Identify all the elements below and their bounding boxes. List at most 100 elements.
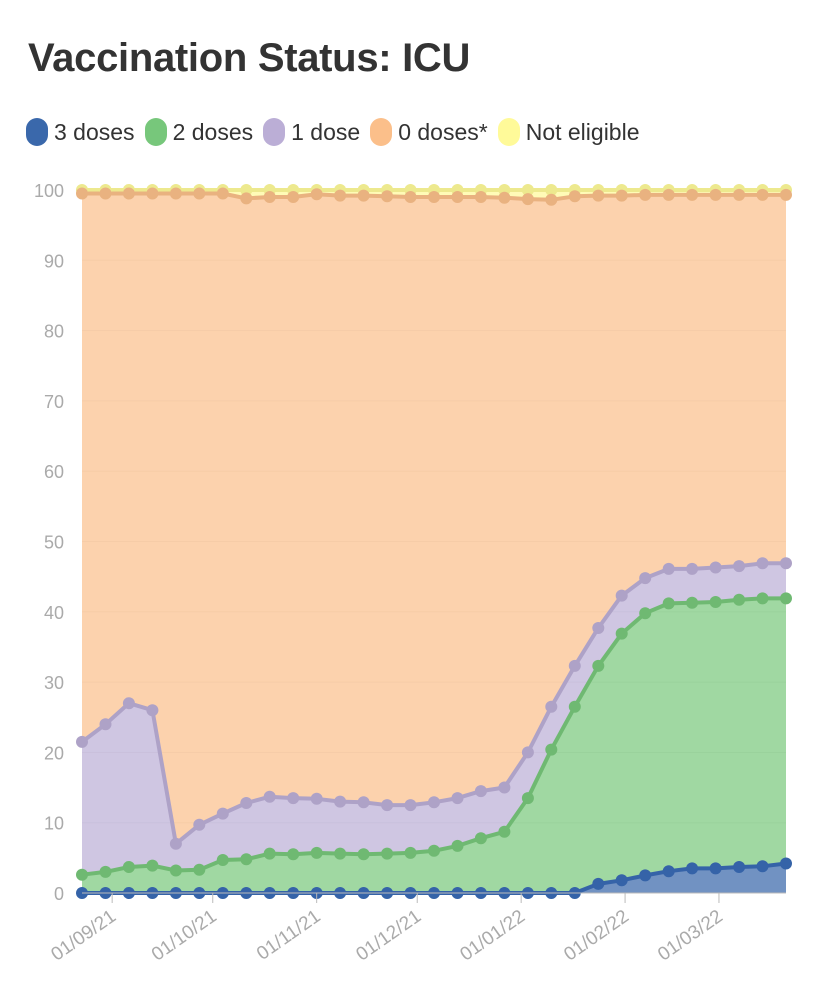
- x-tick-label: 01/12/21: [352, 906, 425, 966]
- chart-title: Vaccination Status: ICU: [28, 36, 471, 80]
- point-zero_doses: [451, 191, 464, 203]
- point-one_dose: [76, 735, 88, 748]
- legend-swatch-0-doses: [370, 118, 393, 146]
- point-one_dose: [428, 796, 440, 809]
- point-zero_doses: [498, 191, 511, 204]
- point-zero_doses: [76, 187, 88, 200]
- x-tick-label: 01/01/22: [456, 906, 529, 966]
- point-two_doses: [686, 596, 699, 609]
- legend-item-0-doses[interactable]: 0 doses*: [370, 118, 488, 146]
- point-two_doses: [146, 859, 159, 872]
- legend-item-2-doses[interactable]: 2 doses: [144, 118, 254, 146]
- point-zero_doses: [545, 193, 558, 206]
- point-zero_doses: [592, 189, 605, 202]
- area-fills: [82, 190, 786, 893]
- point-one_dose: [263, 790, 276, 803]
- point-two_doses: [639, 607, 652, 620]
- point-two_doses: [498, 825, 511, 838]
- x-tick-label: 01/02/22: [560, 906, 633, 966]
- point-two_doses: [474, 832, 487, 845]
- legend-label-2-doses: 2 doses: [172, 118, 254, 145]
- point-two_doses: [521, 792, 534, 805]
- area-three_doses: [82, 863, 786, 893]
- point-two_doses: [709, 596, 722, 608]
- point-two_doses: [545, 743, 558, 756]
- point-zero_doses: [240, 192, 253, 205]
- legend-item-not-eligible[interactable]: Not eligible: [497, 118, 640, 146]
- x-tick-label: 01/03/22: [654, 906, 727, 966]
- point-one_dose: [662, 562, 675, 575]
- point-zero_doses: [521, 193, 534, 206]
- y-tick-label: 10: [44, 814, 64, 834]
- point-three_doses: [592, 877, 605, 890]
- point-two_doses: [310, 846, 323, 859]
- area-zero_doses: [82, 193, 786, 844]
- point-zero_doses: [568, 190, 581, 203]
- x-tick-label: 01/11/21: [253, 906, 324, 965]
- point-one_dose: [756, 557, 769, 570]
- point-two_doses: [193, 863, 206, 876]
- legend-swatch-not-eligible: [497, 118, 520, 146]
- legend-label-1-dose: 1 dose: [291, 118, 361, 145]
- point-three_doses: [686, 862, 699, 875]
- point-one_dose: [169, 837, 182, 850]
- point-zero_doses: [357, 189, 370, 202]
- point-one_dose: [334, 795, 347, 808]
- point-one_dose: [474, 785, 487, 798]
- area-two_doses: [82, 598, 786, 893]
- legend-item-3-doses[interactable]: 3 doses: [26, 118, 135, 146]
- point-zero_doses: [709, 188, 722, 201]
- y-tick-label: 80: [44, 322, 64, 342]
- point-zero_doses: [428, 191, 440, 203]
- point-one_dose: [193, 818, 206, 831]
- point-two_doses: [76, 868, 88, 881]
- point-one_dose: [310, 792, 323, 805]
- point-one_dose: [592, 622, 605, 634]
- y-tick-label: 90: [44, 251, 64, 271]
- point-three_doses: [639, 869, 652, 882]
- point-zero_doses: [334, 189, 347, 202]
- point-two_doses: [334, 847, 347, 860]
- point-two_doses: [568, 700, 581, 713]
- point-one_dose: [545, 700, 558, 713]
- point-three_doses: [662, 865, 675, 878]
- y-tick-label: 0: [54, 884, 64, 904]
- point-one_dose: [733, 560, 746, 573]
- point-zero_doses: [404, 191, 417, 203]
- point-one_dose: [615, 589, 628, 602]
- point-one_dose: [122, 697, 135, 710]
- point-zero_doses: [146, 187, 159, 200]
- legend-label-not-eligible: Not eligible: [525, 118, 640, 145]
- point-two_doses: [240, 853, 253, 866]
- point-zero_doses: [193, 187, 206, 200]
- legend-item-1-dose[interactable]: 1 dose: [263, 118, 360, 146]
- point-two_doses: [216, 854, 229, 866]
- point-one_dose: [357, 796, 370, 809]
- point-two_doses: [756, 592, 769, 605]
- legend-swatch-2-doses: [144, 118, 167, 146]
- point-one_dose: [287, 792, 300, 805]
- point-zero_doses: [756, 188, 769, 201]
- point-two_doses: [780, 592, 792, 605]
- legend-swatch-3-doses: [26, 118, 48, 146]
- point-two_doses: [428, 844, 440, 857]
- point-not_eligible: [521, 184, 534, 196]
- legend-swatch-1-dose: [263, 118, 286, 146]
- point-zero_doses: [287, 191, 300, 203]
- point-three_doses: [709, 862, 722, 875]
- y-tick-label: 100: [34, 181, 64, 201]
- point-zero_doses: [615, 189, 628, 202]
- y-tick-label: 30: [44, 673, 64, 693]
- point-one_dose: [216, 807, 229, 820]
- point-zero_doses: [733, 188, 746, 201]
- point-two_doses: [357, 848, 370, 861]
- point-two_doses: [451, 839, 464, 852]
- legend-label-0-doses: 0 doses*: [398, 118, 488, 145]
- point-zero_doses: [686, 188, 699, 201]
- point-one_dose: [639, 572, 652, 585]
- point-two_doses: [662, 597, 675, 610]
- point-zero_doses: [169, 187, 182, 200]
- point-one_dose: [404, 799, 417, 812]
- point-one_dose: [780, 557, 792, 570]
